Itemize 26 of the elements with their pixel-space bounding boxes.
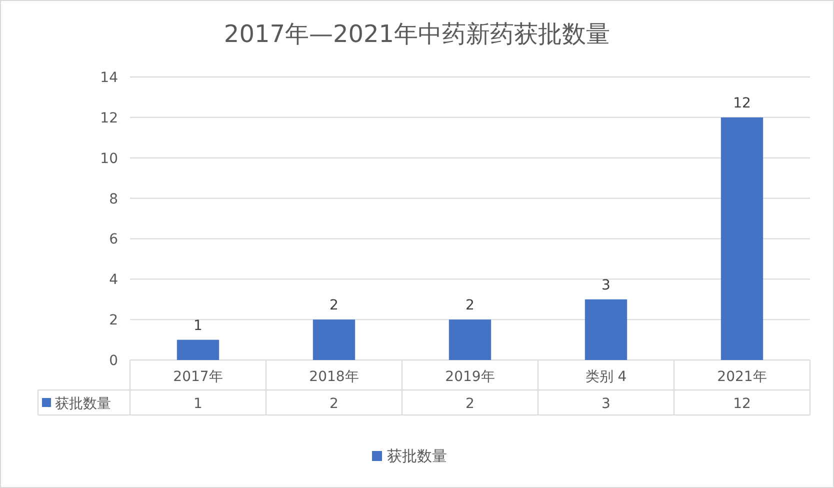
- table-series: 获批数量: [55, 396, 111, 412]
- data-label: 1: [194, 318, 202, 334]
- xtick: 2017年: [173, 369, 223, 385]
- ytick: 10: [100, 150, 118, 167]
- table-value: 3: [602, 396, 610, 412]
- ytick: 6: [109, 232, 118, 248]
- ytick: 12: [100, 110, 118, 126]
- xtick: 2018年: [309, 369, 359, 385]
- ytick: 14: [100, 70, 118, 86]
- data-label: 12: [733, 95, 751, 112]
- xtick: 类别 4: [585, 369, 627, 385]
- ytick: 0: [109, 353, 118, 369]
- data-label: 2: [466, 298, 474, 314]
- table-value: 12: [733, 396, 751, 412]
- title: 2017年—2021年中药新药获批数量: [224, 20, 610, 48]
- legend-label: 获批数量: [387, 447, 447, 465]
- data-label: 2: [330, 298, 338, 314]
- data-label: 3: [602, 277, 610, 294]
- ytick: 2: [109, 312, 118, 329]
- ytick: 4: [109, 272, 118, 288]
- xtick: 2019年: [445, 369, 495, 385]
- table-value: 2: [466, 396, 474, 412]
- table-value: 2: [330, 396, 338, 412]
- xtick: 2021年: [717, 369, 767, 385]
- ytick: 8: [109, 191, 118, 208]
- table-value: 1: [194, 396, 202, 412]
